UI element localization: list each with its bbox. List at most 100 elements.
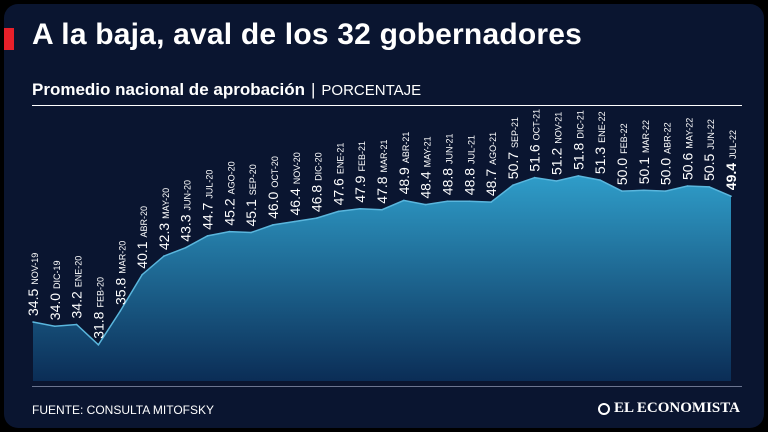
- data-point: [294, 220, 296, 223]
- data-point: [555, 180, 558, 182]
- value-label: 46.8: [309, 185, 325, 212]
- tick-label: MAR-21: [379, 139, 389, 172]
- tick-label: JUN-20: [183, 180, 193, 211]
- brand-logo: EL ECONOMISTA: [598, 400, 740, 417]
- value-label: 49.4: [723, 163, 739, 190]
- data-label: 50.5 JUN-22: [701, 119, 717, 181]
- data-point: [359, 208, 362, 210]
- tick-label: ENE-20: [74, 256, 84, 288]
- data-point: [468, 200, 471, 202]
- tick-label: DIC-21: [575, 110, 585, 139]
- tick-label: DIC-20: [314, 152, 324, 181]
- data-point: [206, 235, 209, 237]
- data-point: [141, 273, 143, 276]
- tick-label: NOV-19: [30, 253, 40, 285]
- data-point: [381, 208, 383, 211]
- tick-label: OCT-20: [270, 156, 280, 188]
- value-label: 50.7: [505, 152, 521, 179]
- tick-label: FEB-21: [357, 141, 367, 172]
- value-label: 48.7: [483, 169, 499, 196]
- value-label: 45.2: [221, 198, 237, 225]
- tick-label: AGO-21: [488, 132, 498, 165]
- data-label: 48.8 JUN-21: [439, 133, 455, 195]
- data-point: [403, 199, 405, 202]
- data-label: 48.9 ABR-21: [396, 132, 412, 195]
- page-title: A la baja, aval de los 32 gobernadores: [32, 18, 583, 51]
- tick-label: JUN-22: [706, 119, 716, 150]
- tick-label: SEP-20: [248, 164, 258, 195]
- chart-subtitle: Promedio nacional de aprobación | PORCENTA…: [32, 80, 421, 100]
- data-label: 50.1 MAR-22: [636, 120, 652, 184]
- data-point: [424, 203, 427, 206]
- subtitle-main: Promedio nacional de aprobación: [32, 80, 305, 99]
- value-label: 51.8: [570, 142, 586, 169]
- red-accent-mark: [4, 28, 14, 50]
- subtitle-separator: |: [311, 80, 316, 99]
- data-point: [490, 201, 492, 203]
- value-label: 50.0: [614, 158, 630, 185]
- data-label: 45.2 AGO-20: [221, 161, 237, 225]
- tick-label: MAR-20: [117, 241, 127, 274]
- value-label: 48.9: [396, 167, 412, 194]
- data-label: 46.4 NOV-20: [287, 152, 303, 215]
- brand-name: EL ECONOMISTA: [614, 400, 740, 416]
- tick-label: NOV-20: [292, 152, 302, 184]
- tick-label: MAR-22: [641, 120, 651, 153]
- data-point: [54, 325, 56, 328]
- value-label: 50.0: [658, 158, 674, 185]
- tick-label: ABR-20: [139, 206, 149, 238]
- tick-label: JUN-21: [444, 133, 454, 164]
- value-label: 35.8: [112, 278, 128, 305]
- brand-circle-icon: [598, 402, 610, 415]
- value-label: 46.4: [287, 188, 303, 215]
- data-label: 35.8 MAR-20: [112, 241, 128, 305]
- tick-label: FEB-20: [95, 277, 105, 308]
- tick-label: ENE-21: [335, 143, 345, 175]
- data-point: [599, 179, 601, 181]
- value-label: 51.2: [549, 148, 565, 175]
- data-point: [337, 210, 340, 213]
- tick-label: ABR-21: [401, 132, 411, 164]
- value-label: 31.8: [90, 311, 106, 338]
- tick-label: JUL-22: [728, 130, 738, 159]
- data-point: [119, 310, 122, 312]
- value-label: 47.8: [374, 176, 390, 203]
- data-point: [577, 175, 580, 177]
- data-point: [533, 176, 536, 179]
- data-point: [272, 224, 274, 226]
- value-label: 48.8: [439, 168, 455, 195]
- data-point: [184, 246, 187, 249]
- data-label: 51.6 OCT-21: [527, 109, 543, 172]
- data-point: [315, 217, 318, 219]
- data-point: [446, 200, 449, 202]
- data-label: 34.5 NOV-19: [25, 253, 41, 316]
- data-label: 50.0 ABR-22: [658, 122, 674, 185]
- data-point: [730, 195, 732, 197]
- data-label: 50.6 MAY-22: [679, 118, 695, 180]
- value-label: 50.5: [701, 153, 717, 180]
- data-point: [664, 190, 667, 192]
- data-label: 46.8 DIC-20: [309, 152, 325, 212]
- data-point: [228, 230, 231, 233]
- data-label: 49.4 JUL-22: [723, 130, 739, 190]
- data-label: 51.3 ENE-22: [592, 111, 608, 174]
- data-label: 51.2 NOV-21: [549, 112, 565, 175]
- data-label: 43.3 JUN-20: [178, 180, 194, 242]
- data-point: [686, 185, 689, 187]
- subtitle-unit: PORCENTAJE: [321, 82, 422, 99]
- data-point: [32, 321, 34, 323]
- value-label: 50.6: [679, 153, 695, 180]
- value-label: 48.8: [461, 168, 477, 195]
- value-label: 48.4: [418, 171, 434, 198]
- data-label: 40.1 ABR-20: [134, 206, 150, 269]
- value-label: 51.3: [592, 147, 608, 174]
- footer-divider: [32, 386, 742, 387]
- area-fill: [33, 175, 731, 381]
- value-label: 47.9: [352, 175, 368, 202]
- data-label: 42.3 MAY-20: [156, 188, 172, 250]
- data-label: 46.0 OCT-20: [265, 156, 281, 219]
- header-divider: [32, 105, 742, 106]
- data-label: 34.2 ENE-20: [69, 256, 85, 319]
- value-label: 43.3: [178, 214, 194, 241]
